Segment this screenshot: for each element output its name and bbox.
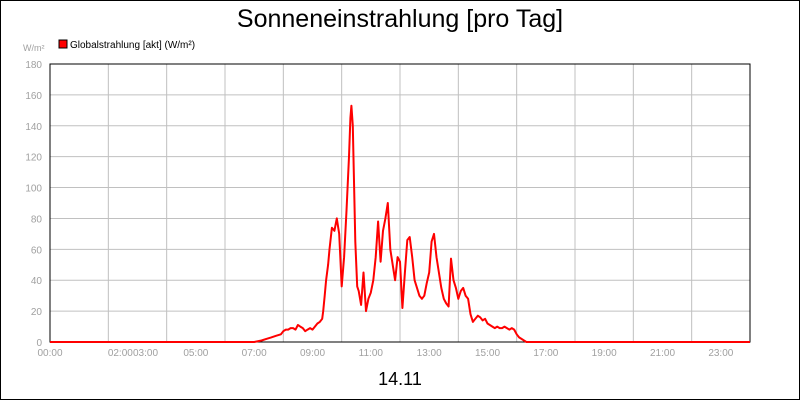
y-tick-label: 180 [25,60,42,71]
y-tick-label: 20 [31,307,43,318]
x-axis-title: 14.11 [378,369,422,389]
x-tick-label: 09:00 [300,348,325,359]
y-tick-label: 140 [25,122,42,133]
series-layer [50,104,750,343]
x-tick-label: 11:00 [359,348,384,359]
y-tick-label: 80 [31,214,43,225]
x-tick-label: 07:00 [242,348,267,359]
x-tick-label: 15:00 [475,348,500,359]
y-tick-label: 40 [31,276,43,287]
y-tick-label: 0 [36,338,42,349]
y-tick-label: 100 [25,184,42,195]
x-tick-label: 00:00 [37,348,62,359]
grid [50,64,750,342]
legend-swatch [58,39,68,49]
x-tick-label: 03:00 [133,348,158,359]
x-tick-label: 02:00 [108,348,133,359]
y-tick-label: 120 [25,153,42,164]
x-tick-label: 21:00 [650,348,675,359]
y-tick-label: 60 [31,245,43,256]
x-tick-label: 13:00 [417,348,442,359]
y-axis-unit: W/m² [23,43,45,53]
legend-label: Globalstrahlung [akt] (W/m²) [70,40,195,51]
series-line [50,104,750,343]
x-tick-label: 19:00 [592,348,617,359]
chart-title: Sonneneinstrahlung [pro Tag] [237,5,563,33]
x-tick-label: 05:00 [183,348,208,359]
x-axis-ticks: 00:00 02:00 03:00 05:00 07:00 09:00 11:00 13:00… [37,348,733,359]
y-axis-ticks: 0 20 40 60 80 100 120 140 160 180 [25,60,42,349]
x-tick-label: 23:00 [708,348,733,359]
y-tick-label: 160 [25,91,42,102]
plot-border [49,63,751,343]
x-tick-label: 17:00 [533,348,558,359]
